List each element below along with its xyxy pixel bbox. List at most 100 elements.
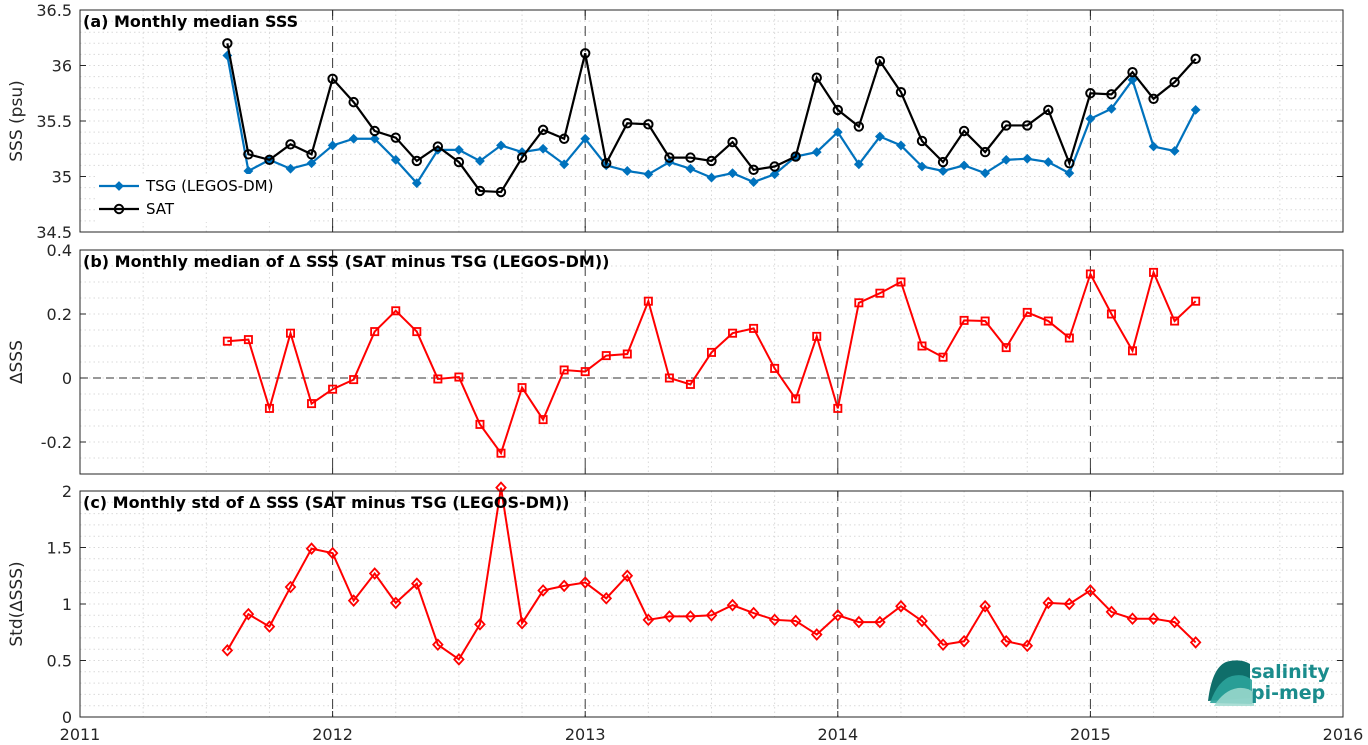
data-point [874, 615, 886, 629]
series-group [222, 267, 1201, 458]
data-point [1084, 584, 1097, 597]
y-axis-label: SSS (psu) [7, 80, 27, 161]
data-point [810, 628, 823, 641]
y-tick-label: 35 [52, 168, 72, 187]
data-point [580, 133, 591, 144]
data-point [495, 481, 507, 494]
data-point [832, 104, 843, 116]
series-line [227, 269, 1197, 456]
data-point [285, 163, 296, 174]
y-tick-label: 1 [62, 595, 72, 614]
data-point [728, 328, 738, 338]
y-tick-label: 1.5 [47, 539, 72, 558]
data-point [1128, 346, 1138, 356]
legend-item-sat: SAT [99, 200, 175, 218]
minor-grid [80, 491, 1343, 717]
data-point [411, 155, 422, 167]
data-point [1043, 157, 1054, 167]
data-point [1064, 333, 1074, 343]
data-point [643, 296, 653, 306]
data-point [305, 542, 318, 555]
data-point [1126, 612, 1139, 626]
series-group [222, 38, 1201, 198]
data-point [747, 606, 760, 620]
data-point [685, 152, 696, 163]
data-point [748, 164, 759, 176]
data-point [306, 158, 317, 169]
data-point [1148, 141, 1159, 152]
data-point [580, 48, 591, 59]
data-point [812, 331, 822, 341]
legend-background [95, 174, 310, 222]
data-point [391, 306, 401, 316]
data-point [264, 154, 275, 166]
data-point [1191, 296, 1201, 306]
x-tick-label: 2011 [60, 725, 101, 744]
year-gridlines [332, 491, 1091, 717]
data-point [748, 177, 759, 187]
data-point [727, 168, 738, 179]
data-point [242, 607, 255, 621]
data-point [980, 168, 991, 179]
data-point [791, 394, 801, 404]
data-point [580, 367, 590, 377]
axes-box [79, 249, 1344, 475]
data-point [705, 608, 718, 622]
chart-title: (a) Monthly median SSS [83, 12, 298, 31]
data-point [663, 610, 676, 623]
y-tick-label: 36 [52, 57, 72, 76]
data-point [769, 169, 780, 180]
data-point [369, 133, 380, 144]
y-tick-label: 0.2 [47, 305, 72, 324]
data-point [1105, 605, 1118, 619]
data-point [474, 618, 486, 631]
data-point [412, 327, 422, 337]
logo-text-salinity: salinity [1251, 661, 1330, 683]
series-delta [222, 267, 1201, 458]
data-point [959, 160, 970, 171]
data-point [516, 616, 528, 630]
data-point [1085, 113, 1096, 124]
chart-title: (c) Monthly std of ∆ SSS (SAT minus TSG … [83, 493, 569, 512]
data-point [306, 149, 317, 160]
series-line [226, 487, 1197, 661]
data-point [1022, 153, 1033, 164]
data-point [1170, 316, 1180, 326]
data-point [726, 598, 739, 612]
data-point [685, 163, 696, 174]
data-point [938, 352, 948, 362]
y-tick-label: 0.4 [47, 241, 72, 260]
data-point [874, 55, 886, 67]
data-point [1001, 120, 1012, 131]
data-point [1127, 66, 1138, 78]
legend: TSG (LEGOS-DM) SAT [95, 174, 310, 222]
data-point [538, 143, 549, 154]
data-point [832, 127, 843, 138]
y-tick-label: 36.5 [36, 1, 72, 20]
data-point [959, 315, 969, 325]
data-point [853, 615, 865, 629]
data-point [1149, 267, 1159, 277]
data-point [601, 351, 611, 361]
axis-ticks: 0 0.5 1 1.5 2 2011 2012 2013 2014 2015 2016 [47, 482, 1364, 744]
x-tick-label: 2015 [1070, 725, 1111, 744]
data-point [1042, 596, 1055, 610]
data-point [327, 140, 338, 151]
panel-std-delta-sss: 0 0.5 1 1.5 2 2011 2012 2013 2014 2015 2016 (c) Mo… [7, 481, 1364, 744]
data-point [622, 118, 633, 129]
data-point [410, 577, 423, 590]
y-tick-label: 0 [62, 369, 72, 388]
data-point [1001, 343, 1011, 353]
y-tick-label: -0.2 [41, 433, 72, 452]
data-point [453, 653, 465, 666]
y-tick-label: 35.5 [36, 112, 72, 131]
data-point [390, 154, 401, 165]
data-point [1022, 120, 1033, 131]
data-point [1064, 168, 1075, 179]
data-point [221, 644, 234, 657]
data-point [390, 132, 401, 143]
data-point [496, 448, 506, 458]
data-point [369, 125, 380, 137]
data-point [453, 144, 464, 155]
data-point [937, 638, 949, 652]
